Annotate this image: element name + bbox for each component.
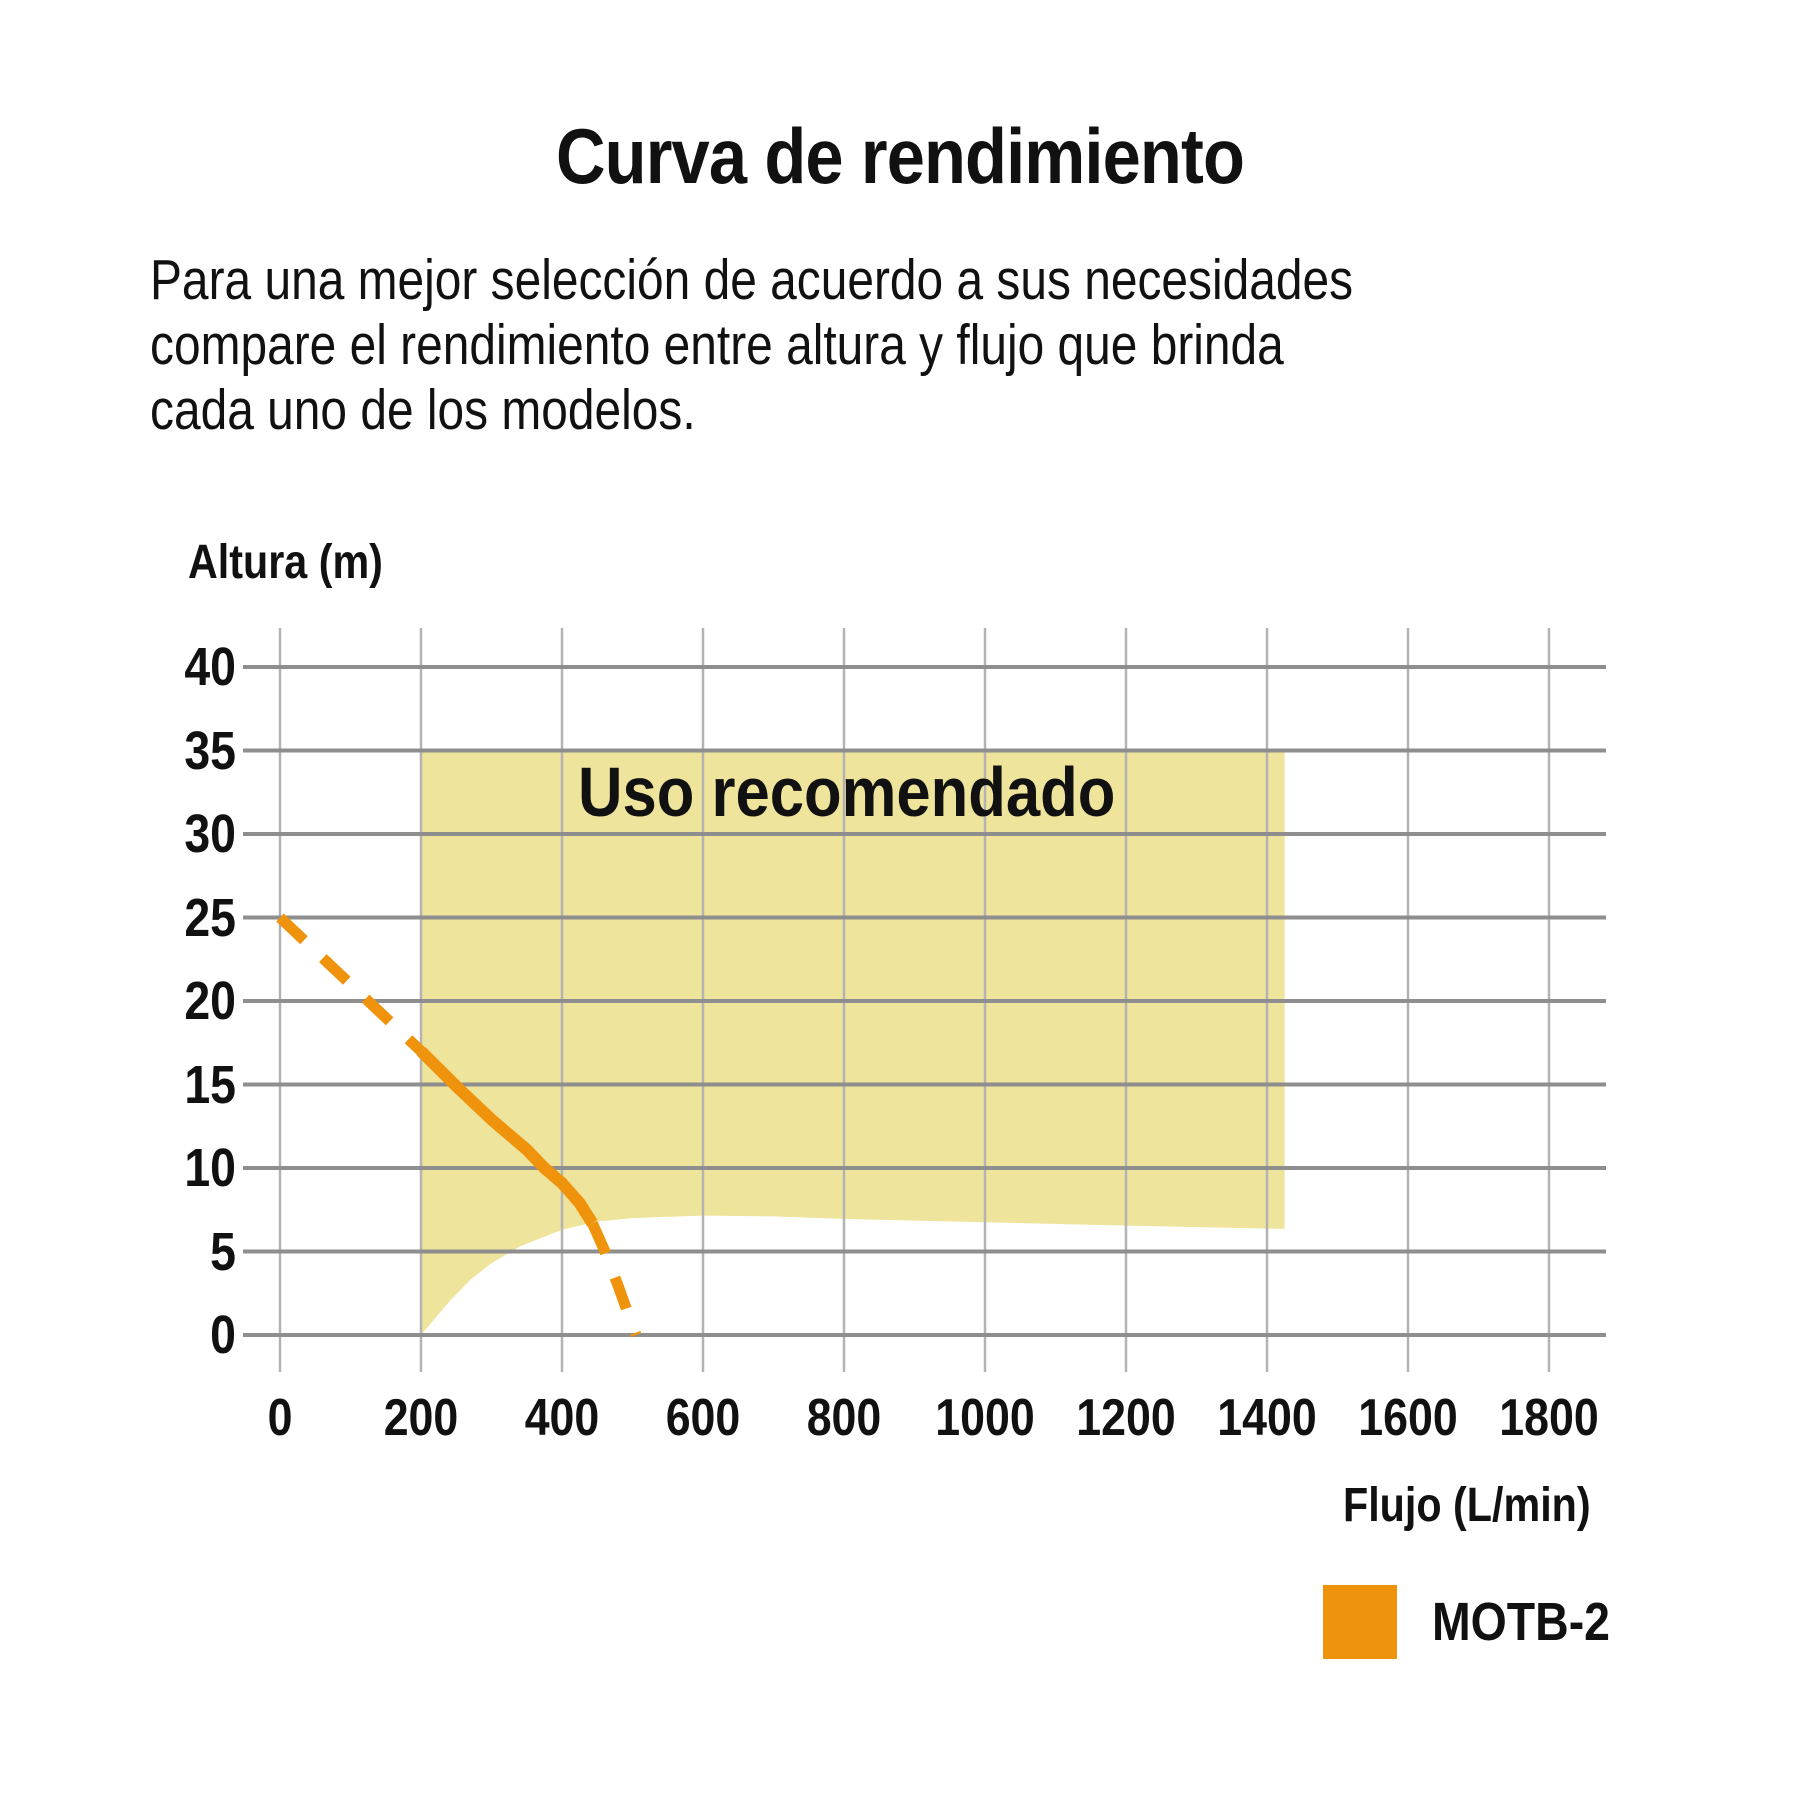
curve-layer: [276, 913, 642, 1337]
x-tick-label: 400: [524, 1389, 600, 1447]
pump-curve-motb-2-dashed: [587, 1220, 642, 1337]
y-tick-label: 15: [184, 1054, 236, 1115]
x-tick-label: 200: [383, 1389, 459, 1447]
x-tick-label: 1800: [1499, 1389, 1599, 1447]
y-axis-label: Altura (m): [188, 536, 383, 589]
y-tick-label: 25: [184, 887, 236, 948]
x-axis-label: Flujo (L/min): [1343, 1479, 1591, 1532]
page-title: Curva de rendimiento: [555, 112, 1245, 200]
description-line: cada uno de los modelos.: [150, 378, 696, 442]
recommended-region-layer: [421, 750, 1285, 1335]
x-tick-label: 1000: [935, 1389, 1035, 1447]
x-tick-label: 600: [665, 1389, 741, 1447]
legend-swatch-motb2: [1323, 1585, 1397, 1659]
description-line: Para una mejor selección de acuerdo a su…: [150, 248, 1354, 312]
legend-label: MOTB-2: [1432, 1592, 1611, 1652]
recommended-region-label: Uso recomendado: [578, 753, 1116, 831]
description-line: compare el rendimiento entre altura y fl…: [150, 313, 1284, 377]
pump-curve-motb-2-dashed: [276, 913, 425, 1056]
y-tick-label: 5: [210, 1221, 236, 1282]
grid-layer: [243, 628, 1606, 1372]
y-tick-label: 20: [184, 971, 236, 1031]
x-tick-label: 0: [267, 1389, 293, 1447]
legend: MOTB-2: [1323, 1585, 1639, 1659]
recommended-region-shape: [421, 750, 1285, 1335]
x-tick-label: 1400: [1217, 1389, 1317, 1447]
x-tick-label: 1200: [1076, 1389, 1176, 1447]
y-tick-label: 30: [184, 804, 236, 864]
pump-curve-motb-2-solid: [416, 1046, 598, 1227]
y-tick-label: 40: [184, 637, 236, 697]
description: Para una mejor selección de acuerdo a su…: [150, 248, 1353, 443]
y-tick-label: 10: [184, 1138, 236, 1198]
x-tick-label: 1600: [1358, 1389, 1458, 1447]
y-tick-label: 35: [184, 720, 236, 781]
y-tick-label: 0: [210, 1305, 236, 1365]
x-tick-label: 800: [806, 1389, 882, 1447]
